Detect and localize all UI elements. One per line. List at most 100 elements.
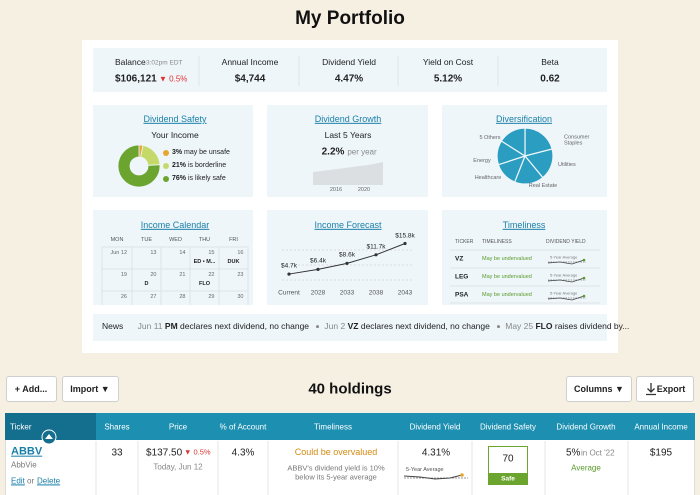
- news-text[interactable]: declares next dividend, no change: [360, 321, 490, 332]
- card-title[interactable]: Income Forecast: [314, 219, 382, 230]
- card-title[interactable]: Dividend Safety: [143, 113, 207, 124]
- news-label: News: [102, 321, 124, 332]
- column-header[interactable]: Shares: [104, 422, 130, 432]
- forecast-card[interactable]: [267, 210, 428, 305]
- forecast-point: [316, 267, 320, 271]
- ticker: PSA: [455, 291, 469, 299]
- calendar-grid: [101, 246, 249, 305]
- calendar-date: 21: [179, 271, 186, 278]
- timeliness-status: May be undervalued: [482, 291, 532, 298]
- card-subtitle: Your Income: [151, 130, 199, 141]
- column-header: TIMELINESS: [482, 239, 512, 246]
- column-header[interactable]: Annual Income: [634, 422, 688, 432]
- account-share: 4.3%: [231, 447, 255, 459]
- sector-label: Energy: [473, 157, 491, 164]
- summary-label: Annual Income: [221, 57, 279, 68]
- price: $137.50: [146, 447, 183, 459]
- news-date: Jun 2: [324, 321, 346, 332]
- add-label[interactable]: + Add...: [14, 383, 48, 394]
- data-label: $4.7k: [281, 262, 297, 270]
- average-label: 5-Year Average: [406, 466, 444, 473]
- price-change: ▼ 0.5%: [184, 447, 211, 457]
- price-date: Today, Jun 12: [153, 462, 203, 472]
- calendar-card[interactable]: [93, 210, 253, 305]
- holdings-count: 40 holdings: [308, 380, 392, 398]
- timeliness-card[interactable]: [442, 210, 607, 305]
- delete-link[interactable]: Delete: [37, 476, 61, 486]
- ticker: VZ: [455, 255, 464, 263]
- news-ticker-symbol[interactable]: VZ: [347, 321, 359, 332]
- axis-label: 2016: [329, 186, 343, 193]
- x-label: 2043: [397, 289, 413, 297]
- column-header[interactable]: Dividend Yield: [409, 422, 461, 432]
- calendar-date: 22: [208, 271, 215, 278]
- data-label: $15.8k: [395, 231, 415, 239]
- calendar-event: DUK: [227, 258, 240, 265]
- legend-value: 3%: [172, 148, 183, 156]
- x-label: 2033: [339, 289, 355, 297]
- x-label: Current: [278, 289, 300, 297]
- sparkline: [547, 259, 585, 265]
- news-ticker-symbol[interactable]: FLO: [535, 321, 553, 332]
- timeliness-note: ABBV's dividend yield is 10% below its 5…: [287, 463, 385, 481]
- calendar-date: 16: [237, 249, 244, 256]
- column-header[interactable]: Timeliness: [314, 422, 352, 432]
- calendar-date: 23: [237, 271, 244, 278]
- card-title[interactable]: Dividend Growth: [314, 113, 382, 124]
- column-header[interactable]: Price: [168, 422, 188, 432]
- news-ticker-symbol[interactable]: PM: [164, 321, 178, 332]
- column-header[interactable]: Ticker: [10, 422, 32, 432]
- card-title[interactable]: Income Calendar: [140, 219, 210, 230]
- card-title[interactable]: Timeliness: [502, 219, 546, 230]
- pie-segment: [500, 127, 526, 158]
- x-label: 2028: [310, 289, 326, 297]
- summary-change: ▼ 0.5%: [159, 74, 188, 84]
- summary-label: Balance: [115, 57, 146, 68]
- calendar-event: ED • M...: [193, 258, 216, 265]
- safety-card[interactable]: [93, 105, 253, 197]
- growth-value: 5%: [566, 447, 581, 459]
- timeliness-grid: [450, 249, 600, 304]
- growth-value: 2.2%: [321, 146, 345, 158]
- timeliness-status: May be undervalued: [482, 273, 532, 280]
- calendar-date: Jun 12: [110, 249, 127, 256]
- forecast-point: [374, 253, 378, 257]
- calendar-date: 27: [150, 293, 157, 300]
- yield-sparkline: [403, 473, 468, 480]
- legend-dot: [163, 150, 169, 156]
- calendar-event: FLO: [199, 280, 210, 287]
- export-label[interactable]: Export: [656, 383, 686, 394]
- column-header[interactable]: % of Account: [219, 422, 267, 432]
- card-title[interactable]: Diversification: [495, 113, 553, 124]
- news-text[interactable]: declares next dividend, no change: [180, 321, 310, 332]
- weekday: TUE: [141, 236, 152, 243]
- column-header[interactable]: Dividend Safety: [479, 422, 537, 432]
- ticker-link[interactable]: ABBV: [11, 445, 43, 458]
- edit-link[interactable]: Edit: [11, 476, 25, 486]
- add-button[interactable]: [6, 376, 57, 402]
- calendar-date: 26: [120, 293, 127, 300]
- calendar-date: 19: [120, 271, 127, 278]
- sparkline-dot: [582, 258, 586, 262]
- import-button[interactable]: [62, 376, 119, 402]
- column-header[interactable]: Dividend Growth: [556, 422, 616, 432]
- average-label: 5-Year Average: [550, 290, 578, 296]
- average-label: 5-Year Average: [550, 254, 578, 260]
- dividend-yield: 4.31%: [421, 447, 451, 459]
- news-text[interactable]: raises dividend by...: [554, 321, 630, 332]
- data-label: $11.7k: [366, 243, 386, 251]
- growth-area: [313, 162, 383, 185]
- ticker: LEG: [455, 273, 469, 281]
- import-label[interactable]: Import ▼: [70, 383, 110, 394]
- legend-text: may be unsafe: [184, 148, 230, 156]
- calendar-date: 28: [179, 293, 186, 300]
- annual-income: $195: [649, 447, 673, 459]
- columns-button[interactable]: [566, 376, 632, 402]
- export-button[interactable]: [636, 376, 694, 402]
- columns-label[interactable]: Columns ▼: [574, 383, 624, 394]
- legend-value: 76%: [172, 174, 187, 182]
- safety-label: Safe: [501, 475, 515, 483]
- calendar-date: 30: [237, 293, 244, 300]
- summary-label: Beta: [541, 57, 559, 68]
